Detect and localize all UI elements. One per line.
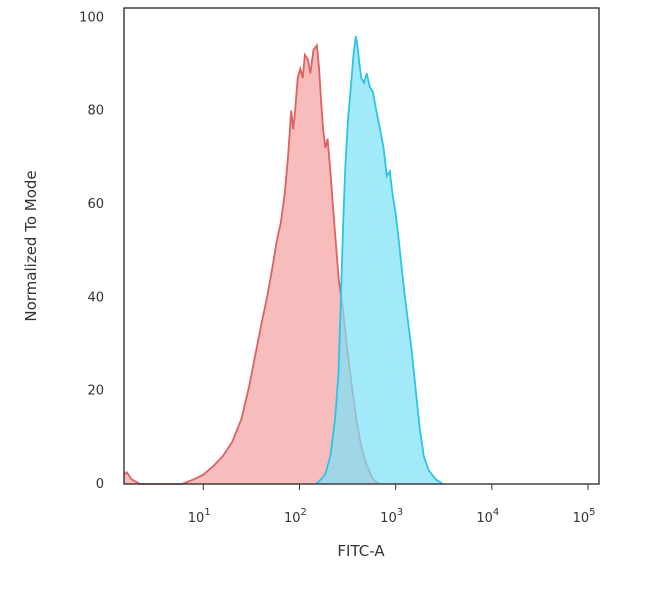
x-tick-label: 105: [573, 507, 596, 526]
y-tick-label: 0: [96, 477, 104, 492]
x-tick-label: 102: [284, 507, 307, 526]
y-tick-label: 40: [87, 290, 104, 305]
x-axis-ticks: 101 102 103 104 105: [188, 484, 596, 526]
y-tick-label: 60: [87, 197, 104, 212]
x-axis-title: FITC-A: [337, 542, 385, 560]
histogram-outline-1: [123, 42, 381, 485]
histogram-area-2: [316, 36, 443, 484]
y-tick-label: 100: [79, 10, 104, 25]
x-tick-label: 101: [188, 507, 211, 526]
x-tick-label: 103: [380, 507, 403, 526]
y-tick-label: 20: [87, 384, 104, 399]
histogram-outline-2: [315, 35, 444, 485]
y-axis-title: Normalized To Mode: [22, 170, 40, 321]
y-tick-label: 80: [87, 104, 104, 119]
histogram-area-1: [124, 45, 380, 485]
x-tick-label: 104: [476, 507, 499, 526]
series-layer: [123, 35, 444, 485]
plot-frame: [123, 7, 600, 485]
y-axis-ticks: 0 20 40 60 80 100: [79, 10, 104, 492]
